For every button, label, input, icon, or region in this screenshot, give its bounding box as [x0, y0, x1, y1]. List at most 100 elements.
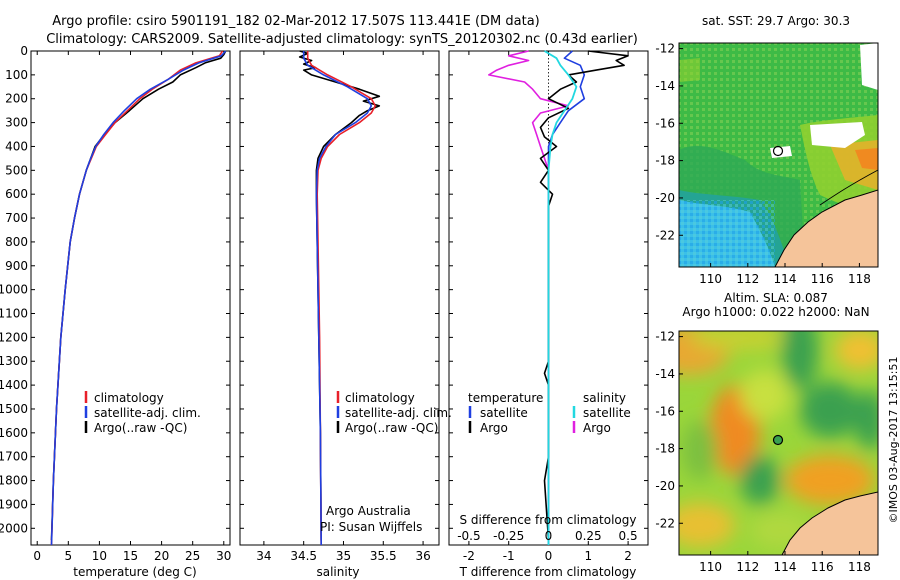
- map-y-tick-label: -22: [655, 228, 675, 242]
- depth-tick-label: 1100: [0, 307, 28, 321]
- salinity-diff-ticks: -0.5 -0.25 0 0.25 0.5: [457, 529, 637, 543]
- x-tick-label: 0: [33, 549, 41, 563]
- map-y-tick-label: -20: [655, 191, 675, 205]
- salinity-panel: [239, 50, 440, 546]
- legend-label-climatology: climatology: [345, 391, 415, 405]
- difference-axis: -2 -1 0 1 2: [463, 51, 632, 563]
- sst-map-axis: 110 112 114 116 118 -12 -14 -16 -18 -20 -22: [655, 42, 870, 286]
- salinity-axis: 34 34.5 35 35.5 36: [256, 51, 431, 563]
- x-tick-label: 10: [92, 549, 107, 563]
- sal-argo-line: [298, 50, 381, 541]
- map-x-tick-label: 112: [736, 272, 759, 286]
- sla-map-field: [679, 331, 878, 555]
- s-diff-tick-label: 0.25: [575, 529, 602, 543]
- depth-tick-label: 1700: [0, 450, 28, 464]
- depth-tick-label: 400: [5, 139, 28, 153]
- note-argo-australia: Argo Australia: [326, 504, 411, 518]
- legend-label-s-argo: Argo: [583, 421, 611, 435]
- diff-t-satellite-line: [547, 50, 586, 545]
- sla-map-subtitle: Argo h1000: 0.022 h2000: NaN: [682, 305, 869, 319]
- map-y-tick-label: -14: [655, 79, 675, 93]
- x-tick-label: 36: [415, 549, 430, 563]
- depth-tick-label: 1600: [0, 426, 28, 440]
- x-tick-label: 15: [123, 549, 138, 563]
- legend-label-argo: Argo(..raw -QC): [94, 421, 187, 435]
- legend-title-salinity: salinity: [583, 391, 626, 405]
- difference-xlabel: T difference from climatology: [459, 565, 637, 579]
- legend-label-t-satellite: satellite: [480, 406, 528, 420]
- depth-tick-label: 1000: [0, 283, 28, 297]
- x-tick-label: 1: [584, 549, 592, 563]
- x-tick-label: 20: [154, 549, 169, 563]
- map-x-tick-label: 116: [811, 560, 834, 574]
- map-x-tick-label: 112: [736, 560, 759, 574]
- x-tick-label: 2: [624, 549, 632, 563]
- map-x-tick-label: 114: [774, 560, 797, 574]
- map-x-tick-label: 118: [848, 272, 871, 286]
- map-x-tick-label: 118: [848, 560, 871, 574]
- difference-lines: [487, 50, 629, 545]
- note-pi: PI: Susan Wijffels: [320, 520, 422, 534]
- map-x-tick-label: 114: [774, 272, 797, 286]
- legend-label-climatology: climatology: [94, 391, 164, 405]
- depth-tick-label: 300: [5, 116, 28, 130]
- temp-argo-line: [50, 50, 227, 541]
- sst-map-field: [679, 43, 878, 267]
- depth-tick-label: 900: [5, 259, 28, 273]
- legend-label-argo: Argo(..raw -QC): [345, 421, 438, 435]
- sst-map-title: sat. SST: 29.7 Argo: 30.3: [702, 14, 850, 28]
- diff-s-satellite-line: [544, 50, 578, 545]
- x-tick-label: 34.5: [290, 549, 317, 563]
- depth-tick-label: 1400: [0, 378, 28, 392]
- depth-tick-label: 100: [5, 68, 28, 82]
- salinity-legend: climatology satellite-adj. clim. Argo(..…: [320, 391, 452, 534]
- legend-label-satellite: satellite-adj. clim.: [345, 406, 452, 420]
- header-line2: Climatology: CARS2009. Satellite-adjuste…: [46, 32, 638, 47]
- s-diff-tick-label: 0.5: [619, 529, 638, 543]
- x-tick-label: 35.5: [370, 549, 397, 563]
- x-tick-label: 25: [185, 549, 200, 563]
- s-diff-tick-label: -0.25: [493, 529, 524, 543]
- depth-tick-label: 1800: [0, 474, 28, 488]
- s-diff-tick-label: 0: [545, 529, 553, 543]
- sla-argo-marker: [772, 434, 784, 446]
- depth-tick-label: 1200: [0, 330, 28, 344]
- map-y-tick-label: -18: [655, 442, 675, 456]
- sal-satellite-line: [302, 51, 373, 546]
- imos-stamp: ©IMOS 03-Aug-2017 13:15:51: [887, 357, 900, 524]
- legend-label-satellite: satellite-adj. clim.: [94, 406, 201, 420]
- depth-tick-label: 700: [5, 211, 28, 225]
- depth-tick-label: 2000: [0, 521, 28, 535]
- temp-satellite-line: [50, 50, 227, 546]
- x-tick-label: 34: [256, 549, 271, 563]
- map-x-tick-label: 110: [699, 560, 722, 574]
- depth-tick-label: 800: [5, 235, 28, 249]
- depth-tick-label: 1300: [0, 354, 28, 368]
- legend-title-temperature: temperature: [468, 391, 543, 405]
- map-y-tick-label: -16: [655, 116, 675, 130]
- depth-tick-label: 200: [5, 92, 28, 106]
- salinity-lines: [298, 50, 381, 546]
- temperature-panel: [30, 50, 231, 546]
- map-y-tick-label: -12: [655, 330, 675, 344]
- sst-map-frame: [678, 42, 879, 268]
- sla-map-axis: 110 112 114 116 118 -12 -14 -16 -18 -20 -22: [655, 330, 870, 574]
- map-y-tick-label: -22: [655, 516, 675, 530]
- header-line1: Argo profile: csiro 5901191_182 02-Mar-2…: [52, 14, 540, 29]
- x-tick-label: 0: [545, 549, 553, 563]
- map-y-tick-label: -18: [655, 154, 675, 168]
- map-y-tick-label: -12: [655, 42, 675, 56]
- x-tick-label: 35: [336, 549, 351, 563]
- difference-xlabel2: S difference from climatology: [460, 513, 637, 527]
- legend-label-s-satellite: satellite: [583, 406, 631, 420]
- map-y-tick-label: -20: [655, 479, 675, 493]
- temp-climatology-line: [50, 50, 224, 546]
- sla-map-frame: [678, 330, 879, 556]
- temperature-xlabel: temperature (deg C): [73, 565, 196, 579]
- depth-tick-label: 0: [20, 44, 28, 58]
- sst-argo-marker: [772, 145, 784, 157]
- salinity-xlabel: salinity: [316, 565, 359, 579]
- map-x-tick-label: 110: [699, 272, 722, 286]
- x-tick-label: -2: [463, 549, 475, 563]
